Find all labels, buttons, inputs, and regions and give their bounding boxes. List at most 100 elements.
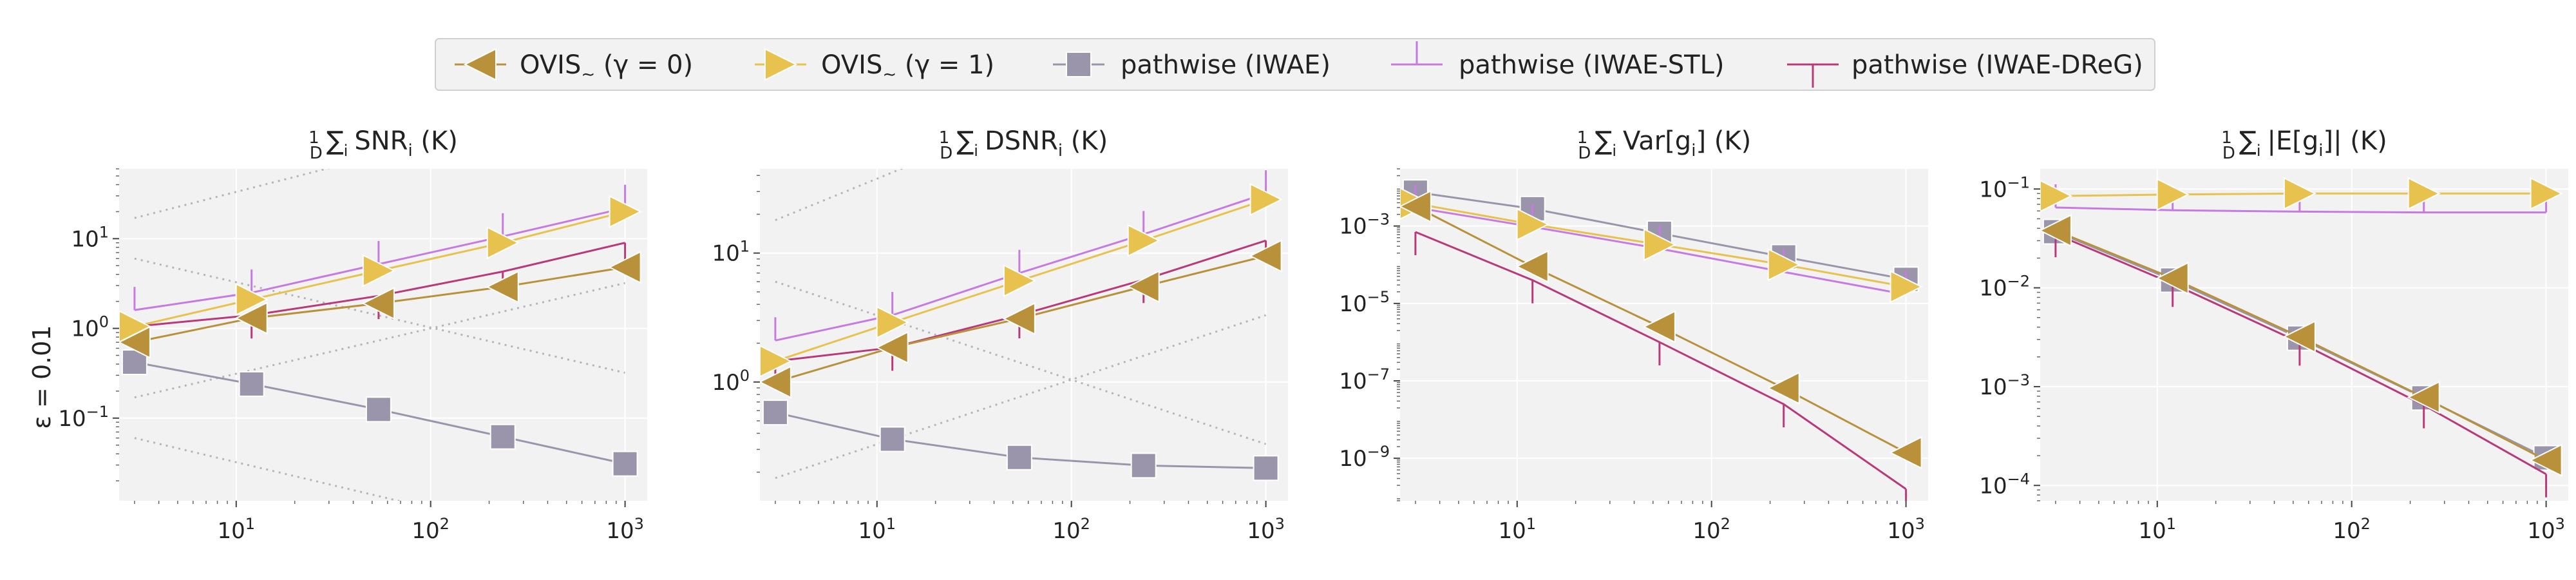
- x-tick-label: 102: [2333, 515, 2371, 544]
- data-point-iwae: [1253, 455, 1279, 481]
- panel-variance: 1 D ∑i Var[gi] (K) 101 102 103 10−9 10−7 10−5 10−…: [1339, 126, 1928, 544]
- data-point-ovis0: [760, 365, 791, 399]
- data-point-ovis1: [1003, 264, 1037, 298]
- data-point-ovis0: [361, 287, 395, 320]
- data-point-ovis0: [2155, 262, 2189, 295]
- data-point-ovis1: [760, 345, 793, 378]
- data-point-ovis0: [1766, 371, 1800, 405]
- panel-dsnr: 1 D ∑i DSNRi (K) 101 102 103 100 101: [712, 126, 1288, 544]
- y-tick-label: 10−3: [1339, 211, 1390, 240]
- y-tick-label: 10−1: [1979, 173, 2030, 202]
- legend-symbol-iwae: [1066, 52, 1092, 77]
- legend-entry-ovis1: OVIS∼ (γ = 1): [755, 48, 994, 84]
- x-tick-label: 102: [1052, 515, 1090, 544]
- y-tick-label: 10−1: [58, 403, 109, 432]
- legend-entry-stl: pathwise (IWAE-STL): [1391, 41, 1724, 80]
- x-tick-label: 101: [858, 515, 896, 544]
- data-point-ovis0: [1400, 189, 1432, 223]
- data-point-iwae: [762, 400, 788, 426]
- y-tick-label: 10−9: [1339, 443, 1390, 472]
- data-point-iwae: [879, 426, 905, 452]
- data-point-ovis0: [119, 325, 151, 359]
- legend-symbol-ovis0: [463, 48, 497, 81]
- legend-marker-iwae: [1053, 52, 1104, 77]
- plot-content: [119, 169, 647, 501]
- data-point-ovis1: [1889, 270, 1923, 304]
- x-tick-label: 103: [606, 515, 644, 544]
- data-point-ovis0: [234, 302, 268, 335]
- panel-title-variance: 1 D ∑i Var[gi] (K): [1577, 126, 1751, 163]
- data-point-ovis1: [1767, 248, 1801, 282]
- legend-label-iwae: pathwise (IWAE): [1121, 50, 1331, 80]
- data-point-ovis1: [486, 226, 520, 260]
- y-tick-label: 10−5: [1339, 288, 1390, 317]
- data-point-ovis0: [608, 251, 641, 284]
- y-tick-label: 10−7: [1339, 365, 1390, 394]
- x-tick-label: 101: [1498, 515, 1536, 544]
- y-tick-label: 100: [712, 367, 750, 396]
- panel-expectation: 1 D ∑i |E[gi]| (K) 101 102 103 10−4 10−3 10−2 10−…: [1979, 126, 2568, 544]
- data-point-ovis0: [1002, 302, 1036, 336]
- legend-frame: [435, 38, 2155, 91]
- legend-marker-ovis1: [755, 48, 806, 81]
- y-tick-label: 100: [71, 313, 109, 342]
- x-tick-label: 103: [1247, 515, 1285, 544]
- row-label: ε = 0.01: [28, 325, 56, 429]
- legend-entry-dreg: pathwise (IWAE-DReG): [1787, 50, 2143, 88]
- data-point-ovis0: [1642, 310, 1676, 343]
- x-tick-label: 103: [2527, 515, 2565, 544]
- reference-line: [134, 257, 625, 374]
- y-tick-label: 10−4: [1979, 470, 2030, 499]
- legend-label-dreg: pathwise (IWAE-DReG): [1852, 50, 2143, 80]
- legend-entry-ovis0: OVIS∼ (γ = 0): [455, 48, 693, 84]
- x-tick-label: 103: [1887, 515, 1925, 544]
- panel-title-expectation: 1 D ∑i |E[gi]| (K): [2221, 126, 2387, 163]
- data-point-ovis0: [486, 270, 519, 304]
- panel-title-dsnr: 1 D ∑i DSNRi (K): [939, 126, 1108, 163]
- legend: OVIS∼ (γ = 0) OVIS∼ (γ = 1) pathwise (IW…: [435, 38, 2155, 91]
- data-point-ovis1: [1516, 208, 1549, 241]
- legend-label-ovis1: OVIS∼ (γ = 1): [821, 50, 994, 84]
- plot-content: [1400, 169, 1928, 501]
- data-point-ovis1: [2040, 180, 2073, 213]
- data-point-ovis1: [1127, 224, 1160, 257]
- reference-line: [775, 314, 1267, 479]
- data-point-ovis0: [875, 331, 909, 364]
- legend-symbol-ovis1: [764, 48, 798, 81]
- x-tick-label: 101: [2138, 515, 2176, 544]
- data-point-ovis1: [1249, 183, 1283, 217]
- data-point-ovis0: [2040, 214, 2072, 247]
- data-point-ovis1: [609, 195, 642, 229]
- y-tick-label: 101: [712, 238, 750, 267]
- data-point-ovis1: [2156, 178, 2190, 211]
- plot-content: [2040, 169, 2568, 501]
- legend-marker-dreg: [1787, 63, 1839, 88]
- data-point-ovis1: [1643, 228, 1677, 262]
- data-point-ovis0: [2282, 320, 2316, 354]
- data-point-ovis1: [362, 254, 396, 287]
- data-point-ovis1: [2407, 177, 2441, 210]
- data-point-ovis0: [1249, 239, 1282, 273]
- panel-title-snr: 1 D ∑i SNRi (K): [308, 126, 458, 163]
- legend-label-stl: pathwise (IWAE-STL): [1459, 50, 1724, 80]
- data-point-iwae: [365, 396, 392, 423]
- data-point-iwae: [489, 423, 516, 450]
- data-point-ovis1: [235, 283, 269, 316]
- data-point-ovis0: [2407, 380, 2440, 414]
- x-tick-label: 102: [412, 515, 450, 544]
- reference-line: [134, 437, 402, 501]
- data-point-ovis0: [2529, 443, 2562, 477]
- x-tick-label: 102: [1692, 515, 1730, 544]
- data-point-ovis0: [1889, 436, 1922, 469]
- legend-entry-iwae: pathwise (IWAE): [1053, 50, 1331, 80]
- data-point-ovis1: [876, 305, 909, 339]
- y-tick-label: 10−3: [1979, 371, 2030, 400]
- reference-line: [775, 280, 1267, 445]
- reference-line: [134, 169, 330, 219]
- data-point-ovis0: [1515, 249, 1549, 284]
- legend-marker-stl: [1391, 41, 1443, 66]
- legend-marker-ovis0: [455, 48, 506, 81]
- legend-label-ovis0: OVIS∼ (γ = 0): [520, 50, 693, 84]
- data-point-ovis1: [2283, 177, 2317, 210]
